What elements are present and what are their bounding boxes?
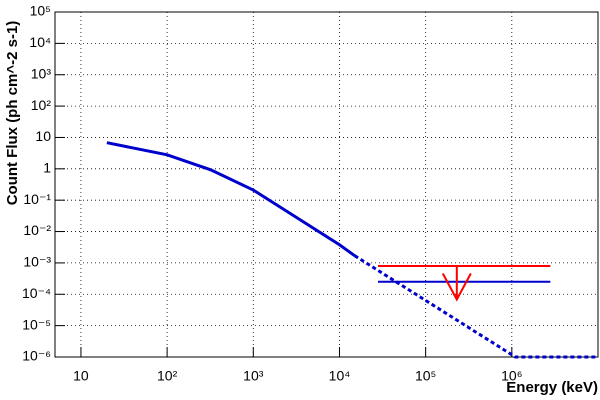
- x-tick-label: 10⁵: [415, 368, 436, 384]
- series-line: [106, 141, 356, 257]
- y-tick-label: 1: [43, 160, 51, 176]
- y-tick-label: 10⁻⁵: [22, 316, 51, 332]
- y-tick-label: 10³: [31, 65, 52, 81]
- y-tick-label: 10²: [31, 97, 52, 113]
- y-tick-label: 10⁵: [30, 3, 51, 19]
- y-tick-label: 10⁻¹: [23, 191, 51, 207]
- y-axis-title: Count Flux (ph cm^-2 s-1): [4, 21, 21, 206]
- plot-frame: [54, 11, 599, 358]
- y-tick-label: 10⁻³: [23, 254, 51, 270]
- x-axis-title: Energy (keV): [506, 379, 598, 396]
- x-tick-label: 10²: [157, 368, 178, 384]
- x-tick-label: 10⁴: [329, 368, 351, 384]
- x-tick-label: 10⁶: [501, 368, 522, 384]
- y-tick-label: 10⁻⁶: [22, 348, 51, 364]
- upper-limit-arrow: [441, 265, 472, 302]
- y-tick-label: 10⁻⁴: [22, 285, 51, 301]
- y-tick-label: 10: [35, 128, 51, 144]
- series-line: [353, 254, 598, 359]
- y-tick-label: 10⁻²: [23, 222, 51, 238]
- y-tick-label: 10⁴: [29, 34, 51, 50]
- x-tick-label: 10: [73, 368, 89, 384]
- x-tick-label: 10³: [243, 368, 264, 384]
